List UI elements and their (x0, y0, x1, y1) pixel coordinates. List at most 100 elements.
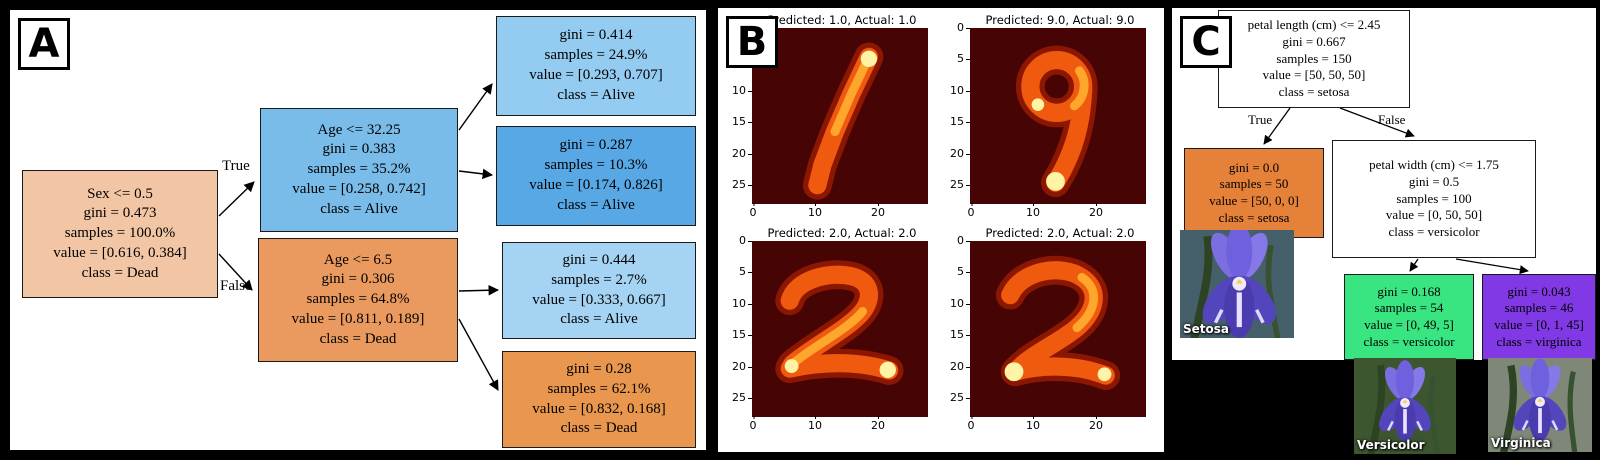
digit-9-image (970, 28, 1146, 204)
flower-caption-virginica: Virginica (1491, 436, 1551, 450)
leaf-node-alive-3: gini = 0.444 samples = 2.7% value = [0.3… (502, 242, 696, 339)
x-tick-label: 10 (808, 203, 822, 219)
x-axis-ticks: 0 10 20 (750, 416, 928, 432)
panel-b-digit-predictions: B Predicted: 1.0, Actual: 1.0 0 5 10 15 … (718, 8, 1164, 452)
digit-plot-2b: Predicted: 2.0, Actual: 2.0 0 5 10 15 20… (942, 225, 1160, 432)
x-tick-label: 20 (1089, 416, 1103, 432)
node-line: class = Dead (560, 420, 638, 437)
node-line: samples = 10.3% (544, 157, 648, 174)
x-axis-ticks: 0 10 20 (968, 203, 1146, 219)
node-line: samples = 64.8% (306, 291, 410, 308)
x-tick-label: 10 (808, 416, 822, 432)
tree-node-petal-length: petal length (cm) <= 2.45 gini = 0.667 s… (1218, 10, 1410, 108)
y-tick-label: 0 (957, 21, 970, 34)
x-axis-ticks: 0 10 20 (749, 203, 928, 219)
panel-c-iris-tree: C True False petal length (cm) <= 2.45 g… (1172, 8, 1596, 460)
panel-a-letter: A (28, 21, 60, 67)
y-tick-label: 15 (732, 328, 752, 341)
leaf-node-versicolor: gini = 0.168 samples = 54 value = [0, 49… (1344, 274, 1474, 360)
edge-label-false: False (220, 278, 252, 294)
virginica-photo: Virginica (1488, 358, 1592, 452)
x-tick-label: 20 (871, 416, 885, 432)
node-line: petal length (cm) <= 2.45 (1247, 17, 1381, 33)
y-tick-label: 20 (732, 147, 752, 160)
y-tick-label: 20 (950, 360, 970, 373)
y-tick-label: 10 (732, 297, 752, 310)
node-line: Sex <= 0.5 (87, 185, 153, 202)
panel-b-letter: B (736, 19, 768, 65)
leaf-node-setosa: gini = 0.0 samples = 50 value = [50, 0, … (1184, 148, 1324, 238)
y-tick-label: 5 (739, 265, 752, 278)
leaf-node-alive-2: gini = 0.287 samples = 10.3% value = [0.… (496, 126, 696, 226)
node-line: gini = 0.414 (559, 27, 633, 44)
y-tick-label: 15 (950, 115, 970, 128)
node-line: class = Dead (319, 330, 397, 347)
panel-b-label: B (726, 16, 778, 68)
node-line: samples = 54 (1374, 300, 1444, 316)
flower-caption-setosa: Setosa (1183, 322, 1230, 336)
y-tick-label: 5 (957, 265, 970, 278)
node-line: gini = 0.383 (322, 141, 396, 158)
x-axis-ticks: 0 10 20 (967, 416, 1146, 432)
node-line: gini = 0.168 (1377, 283, 1441, 299)
tree-node-sex: Sex <= 0.5 gini = 0.473 samples = 100.0%… (22, 170, 218, 298)
y-tick-label: 25 (732, 391, 752, 404)
x-tick-label: 0 (749, 203, 757, 219)
y-axis-ticks: 0 5 10 15 20 25 (942, 21, 970, 204)
node-line: samples = 100 (1396, 190, 1472, 206)
x-tick-label: 20 (1089, 203, 1103, 219)
node-line: class = versicolor (1363, 333, 1455, 349)
node-line: class = Alive (557, 196, 635, 213)
node-line: gini = 0.5 (1408, 174, 1460, 190)
y-tick-label: 10 (950, 297, 970, 310)
x-tick-label: 10 (1026, 203, 1040, 219)
x-tick-label: 0 (967, 416, 975, 432)
node-line: samples = 50 (1219, 176, 1289, 192)
node-line: samples = 24.9% (544, 47, 648, 64)
node-line: gini = 0.28 (566, 360, 632, 377)
tree-node-age-6: Age <= 6.5 gini = 0.306 samples = 64.8% … (258, 238, 458, 362)
node-line: petal width (cm) <= 1.75 (1369, 157, 1499, 173)
leaf-node-virginica: gini = 0.043 samples = 46 value = [0, 1,… (1482, 274, 1596, 360)
y-tick-label: 0 (957, 234, 970, 247)
node-line: gini = 0.444 (562, 251, 636, 268)
node-line: value = [0.293, 0.707] (529, 67, 663, 83)
digit-1-image (752, 28, 928, 204)
plot-title: Predicted: 2.0, Actual: 2.0 (767, 226, 917, 240)
node-line: value = [0.616, 0.384] (53, 244, 187, 261)
node-line: class = virginica (1496, 333, 1582, 349)
edge-label-true: True (222, 158, 250, 174)
plot-title: Predicted: 2.0, Actual: 2.0 (985, 226, 1135, 240)
y-tick-label: 10 (732, 84, 752, 97)
plot-title: Predicted: 9.0, Actual: 9.0 (985, 13, 1135, 27)
digit-2a-image (752, 241, 928, 417)
panel-a-edges (218, 83, 500, 391)
panel-c-edges (1263, 107, 1529, 275)
edge-label-true: True (1248, 112, 1273, 127)
tree-node-petal-width: petal width (cm) <= 1.75 gini = 0.5 samp… (1332, 140, 1536, 258)
node-line: value = [0.258, 0.742] (292, 180, 426, 197)
node-line: class = Alive (557, 86, 635, 103)
node-line: gini = 0.043 (1507, 283, 1571, 299)
digit-plot-9: Predicted: 9.0, Actual: 9.0 0 5 10 15 20… (942, 12, 1160, 219)
node-line: samples = 100.0% (64, 225, 176, 242)
y-tick-label: 5 (957, 52, 970, 65)
panel-c-label: C (1180, 16, 1232, 68)
y-tick-label: 25 (732, 178, 752, 191)
node-line: value = [0.811, 0.189] (291, 310, 425, 327)
node-line: samples = 62.1% (547, 380, 651, 397)
node-line: gini = 0.667 (1282, 34, 1346, 50)
y-tick-label: 10 (950, 84, 970, 97)
node-line: gini = 0.306 (321, 271, 395, 288)
y-axis-ticks: 0 5 10 15 20 25 (724, 234, 752, 417)
panel-a-label: A (18, 18, 70, 70)
y-tick-label: 25 (950, 391, 970, 404)
node-line: value = [0.333, 0.667] (532, 291, 666, 308)
node-line: value = [50, 50, 50] (1262, 67, 1366, 83)
node-line: class = Alive (560, 311, 638, 328)
node-line: samples = 46 (1504, 300, 1574, 316)
panel-a-titanic-tree: A True False Sex <= 0.5 gini = 0.473 sam… (8, 8, 708, 452)
node-line: value = [50, 0, 0] (1209, 193, 1299, 208)
node-line: samples = 150 (1276, 50, 1352, 66)
node-line: value = [0, 50, 50] (1385, 207, 1483, 223)
